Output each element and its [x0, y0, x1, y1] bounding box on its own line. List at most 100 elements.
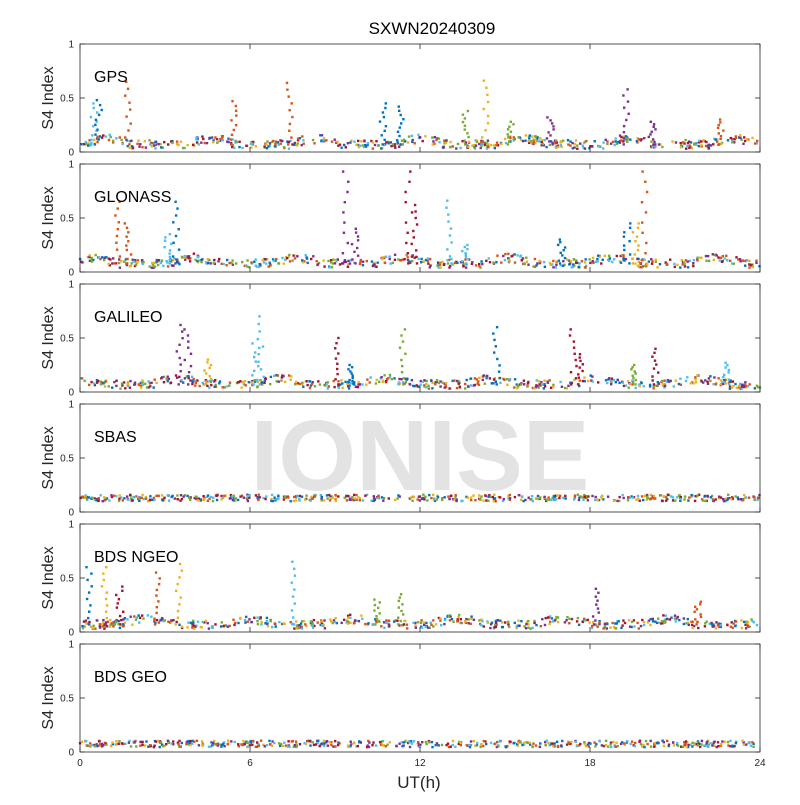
data-point	[571, 141, 574, 145]
data-point	[498, 740, 501, 743]
data-point	[103, 258, 106, 262]
data-point	[450, 257, 453, 261]
spike-point	[508, 125, 511, 128]
data-point	[456, 142, 460, 146]
data-point	[153, 143, 156, 146]
data-point	[313, 385, 317, 388]
data-point	[430, 623, 433, 626]
data-point	[190, 375, 194, 378]
data-point	[194, 258, 197, 262]
data-point	[601, 258, 604, 261]
spike-point	[408, 180, 411, 183]
data-point	[719, 624, 723, 627]
spike-point	[724, 361, 727, 364]
spike-point	[651, 375, 654, 378]
data-point	[151, 142, 155, 145]
data-point	[273, 741, 276, 745]
spike-point	[155, 588, 159, 592]
data-point	[431, 387, 434, 390]
data-point	[750, 264, 753, 267]
data-point	[548, 622, 551, 626]
data-point	[596, 254, 600, 257]
data-point	[126, 495, 129, 498]
data-point	[160, 146, 163, 149]
data-point	[353, 140, 356, 143]
data-point	[274, 140, 278, 143]
data-point	[448, 497, 451, 501]
data-point	[690, 146, 694, 150]
spike-point	[461, 249, 464, 253]
spike-point	[346, 241, 349, 245]
data-point	[117, 499, 121, 503]
data-point	[538, 140, 542, 143]
data-point	[349, 616, 352, 619]
data-point	[372, 623, 375, 626]
data-point	[215, 494, 218, 498]
data-point	[308, 386, 312, 390]
data-point	[254, 745, 257, 749]
data-point	[596, 257, 599, 261]
spike-point	[291, 595, 295, 598]
data-point	[524, 139, 527, 142]
data-point	[388, 373, 392, 377]
spike-point	[347, 180, 350, 183]
data-point	[358, 383, 361, 386]
data-point	[692, 624, 696, 628]
data-point	[733, 141, 736, 144]
spike-point	[446, 199, 449, 202]
data-point	[470, 262, 474, 265]
data-point	[423, 379, 426, 382]
data-point	[455, 499, 458, 503]
spike-point	[85, 566, 88, 569]
data-point	[254, 145, 257, 148]
data-point	[609, 626, 612, 629]
data-point	[573, 378, 576, 382]
data-point	[111, 741, 114, 744]
data-point	[292, 254, 295, 257]
data-point	[296, 142, 299, 145]
data-point	[591, 624, 594, 628]
data-point	[666, 498, 669, 501]
data-point	[478, 622, 482, 626]
data-point	[618, 141, 621, 144]
data-point	[449, 615, 452, 618]
data-point	[320, 624, 324, 627]
data-point	[272, 139, 275, 143]
data-point	[323, 627, 327, 630]
data-point	[94, 627, 97, 630]
data-point	[686, 617, 689, 621]
data-point	[525, 623, 528, 626]
spike-point	[351, 374, 354, 377]
data-point	[162, 745, 165, 748]
data-point	[110, 744, 113, 748]
data-point	[297, 624, 300, 627]
spike-point	[723, 373, 726, 376]
spike-point	[337, 336, 340, 340]
data-point	[393, 253, 397, 256]
data-point	[538, 259, 541, 263]
data-point	[507, 620, 510, 624]
data-point	[111, 623, 114, 626]
data-point	[670, 495, 673, 498]
data-point	[569, 742, 572, 745]
spike-point	[633, 363, 636, 367]
data-point	[504, 621, 507, 624]
data-point	[139, 143, 142, 146]
data-point	[437, 616, 441, 620]
spike-point	[126, 87, 130, 90]
data-point	[88, 139, 91, 142]
data-point	[226, 385, 229, 388]
data-point	[694, 381, 698, 384]
data-point	[258, 617, 262, 621]
spike-point	[183, 328, 186, 331]
spike-point	[208, 375, 211, 378]
data-point	[429, 621, 432, 624]
data-point	[288, 745, 291, 748]
spike-point	[384, 102, 387, 105]
data-point	[625, 741, 629, 744]
spike-point	[101, 623, 104, 626]
data-point	[196, 499, 199, 502]
spike-point	[495, 383, 498, 386]
data-point	[536, 494, 540, 498]
spike-point	[118, 614, 122, 618]
